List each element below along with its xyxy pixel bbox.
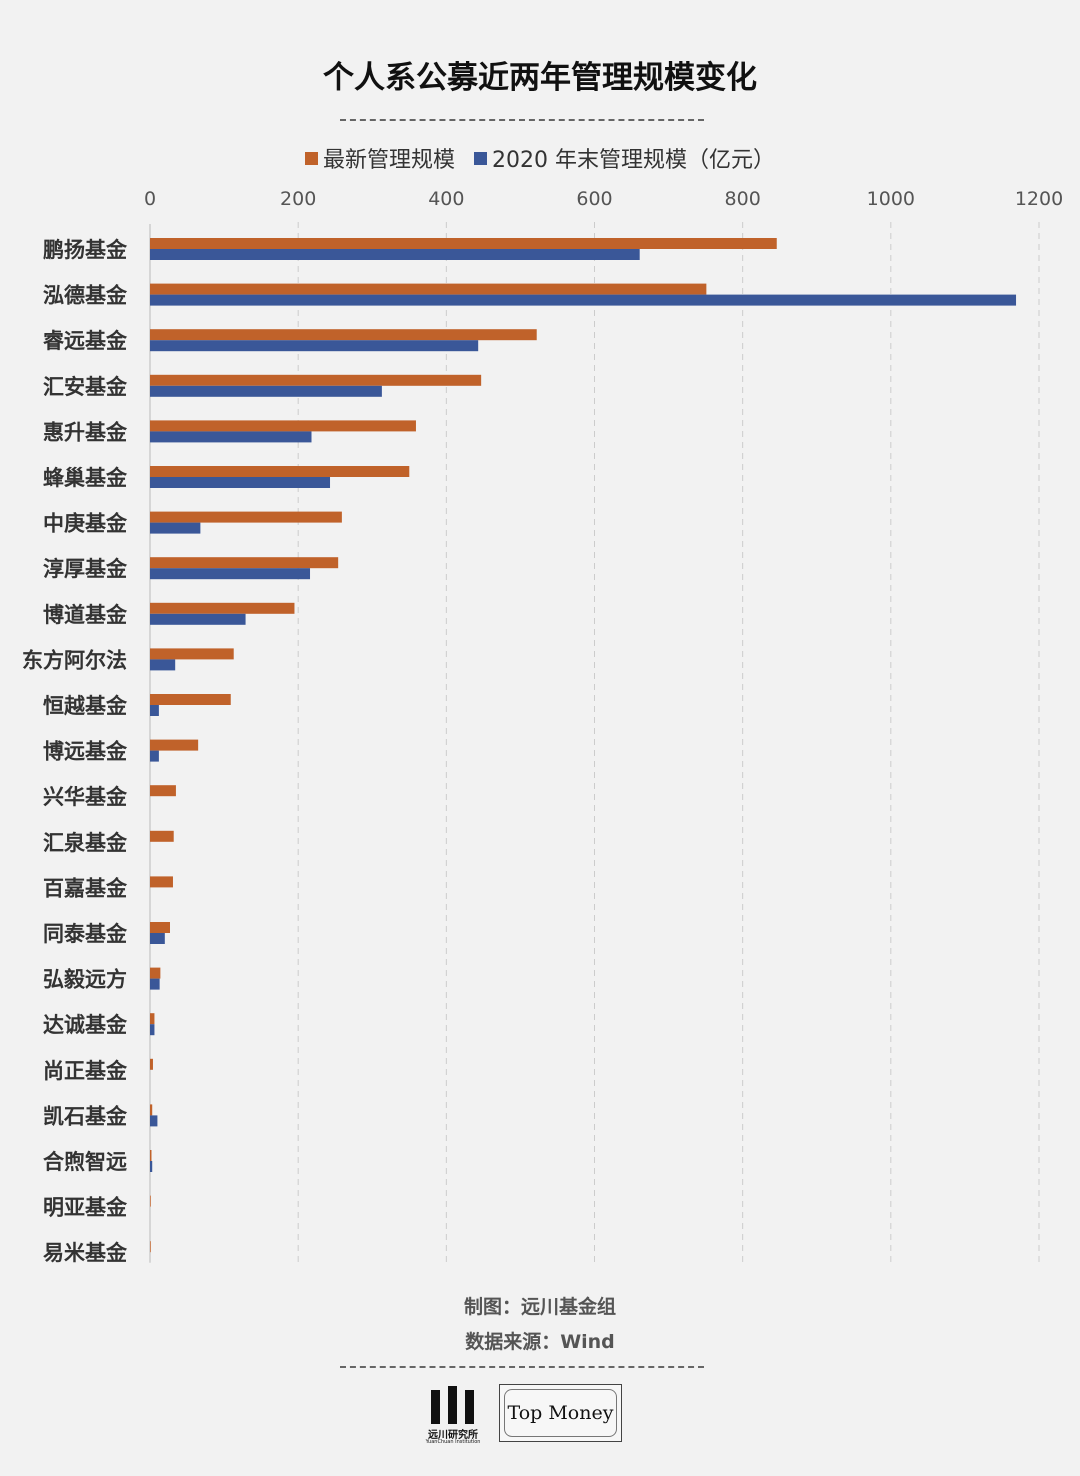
y-category-label: 汇安基金 xyxy=(43,375,128,399)
bar-2020 xyxy=(150,294,1017,306)
footer-divider xyxy=(340,1366,704,1368)
bar-2020 xyxy=(150,705,159,716)
bar-2020 xyxy=(150,568,311,580)
bar-latest xyxy=(150,238,777,249)
data-source: 数据来源：Wind xyxy=(465,1331,615,1353)
y-category-label: 蜂巢基金 xyxy=(43,466,128,490)
bar-latest xyxy=(150,1058,153,1070)
y-category-label: 明亚基金 xyxy=(43,1196,128,1220)
y-category-label: 博道基金 xyxy=(43,603,128,627)
bar-latest xyxy=(150,602,295,614)
x-tick-label: 200 xyxy=(280,188,316,210)
y-category-label: 凯石基金 xyxy=(43,1104,128,1128)
chart-title: 个人系公募近两年管理规模变化 xyxy=(323,60,757,96)
bar-chart: 0 200 400 600 800 1000 1200 鹏扬基金泓德基金睿远基金汇安基金惠升基… xyxy=(22,188,1063,1265)
y-category-label: 汇泉基金 xyxy=(43,831,128,855)
bar-latest xyxy=(150,967,161,979)
y-category-label: 淳厚基金 xyxy=(43,557,128,581)
x-tick-label: 1000 xyxy=(867,188,915,210)
y-category-label: 同泰基金 xyxy=(43,922,128,946)
bar-2020 xyxy=(150,1161,153,1172)
bar-2020 xyxy=(150,659,176,671)
bar-2020 xyxy=(150,477,331,488)
bar-2020 xyxy=(150,431,312,443)
bar-latest xyxy=(150,1104,153,1116)
bar-latest xyxy=(150,694,231,705)
bar-2020 xyxy=(150,340,479,352)
bar-latest xyxy=(150,1150,152,1161)
yuanchuan-bars-icon xyxy=(431,1386,474,1424)
bar-2020 xyxy=(150,1024,155,1036)
bar-2020 xyxy=(150,249,640,260)
y-category-label: 合煦智远 xyxy=(43,1150,127,1174)
y-category-label: 惠升基金 xyxy=(43,420,128,444)
y-category-label: 鹏扬基金 xyxy=(43,238,128,262)
topmoney-logo-text: Top Money xyxy=(504,1389,617,1437)
bar-latest xyxy=(150,739,199,751)
y-category-label: 弘毅远方 xyxy=(43,968,127,992)
x-tick-label: 600 xyxy=(576,188,612,210)
y-category-label: 达诚基金 xyxy=(43,1013,128,1037)
legend-label-latest: 最新管理规模 xyxy=(323,148,456,173)
bar-latest xyxy=(150,420,416,432)
x-tick-label: 400 xyxy=(428,188,464,210)
y-category-label: 易米基金 xyxy=(43,1241,128,1265)
y-category-label: 尚正基金 xyxy=(43,1059,128,1083)
bar-latest xyxy=(150,466,410,477)
bar-2020 xyxy=(150,978,160,990)
bar-2020 xyxy=(150,522,201,534)
bar-latest xyxy=(150,785,176,797)
yuanchuan-logo: 远川研究所 YuanChuan Institution xyxy=(418,1384,488,1446)
legend-item-latest: 最新管理规模 xyxy=(305,142,455,174)
bar-latest xyxy=(150,648,234,660)
topmoney-logo: Top Money xyxy=(499,1384,622,1442)
legend-swatch-2020 xyxy=(474,151,488,165)
title-divider xyxy=(340,119,704,121)
bar-2020 xyxy=(150,1115,158,1127)
bar-latest xyxy=(150,1195,151,1207)
x-tick-label: 1200 xyxy=(1015,188,1063,210)
y-category-label: 兴华基金 xyxy=(43,785,128,809)
bar-latest xyxy=(150,374,482,386)
legend-label-2020: 2020 年末管理规模（亿元） xyxy=(492,148,775,173)
bar-latest xyxy=(150,1013,155,1025)
yuanchuan-logo-subtext: YuanChuan Institution xyxy=(425,1439,481,1445)
bar-2020 xyxy=(150,613,246,625)
yuanchuan-logo-text: 远川研究所 xyxy=(428,1430,478,1441)
bar-latest xyxy=(150,283,707,295)
bar-2020 xyxy=(150,933,165,944)
y-category-label: 博远基金 xyxy=(43,740,128,764)
bar-2020 xyxy=(150,385,382,397)
y-category-label: 中庚基金 xyxy=(43,512,128,536)
y-category-label: 睿远基金 xyxy=(43,329,128,353)
x-tick-label: 800 xyxy=(725,188,761,210)
bar-latest xyxy=(150,511,342,523)
bar-latest xyxy=(150,830,174,842)
y-category-label: 恒越基金 xyxy=(43,694,128,718)
bar-2020 xyxy=(150,750,159,762)
legend-item-2020: 2020 年末管理规模（亿元） xyxy=(474,142,775,174)
y-category-label: 东方阿尔法 xyxy=(22,648,127,672)
bar-latest xyxy=(150,329,537,341)
bar-latest xyxy=(150,1241,151,1253)
legend-swatch-latest xyxy=(305,151,318,165)
bar-latest xyxy=(150,876,173,888)
bar-latest xyxy=(150,557,339,569)
y-category-label: 泓德基金 xyxy=(43,284,128,308)
y-category-label: 百嘉基金 xyxy=(43,876,128,900)
bar-latest xyxy=(150,922,171,933)
legend: 最新管理规模 2020 年末管理规模（亿元） xyxy=(0,142,1080,174)
made-by-credit: 制图：远川基金组 xyxy=(463,1296,616,1318)
x-tick-label: 0 xyxy=(144,188,156,210)
